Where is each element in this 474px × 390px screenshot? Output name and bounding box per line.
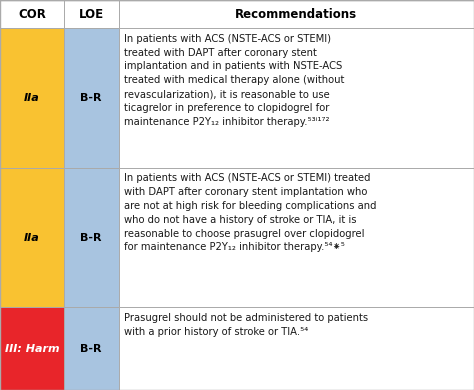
Text: Prasugrel should not be administered to patients: Prasugrel should not be administered to … bbox=[124, 313, 368, 323]
Text: LOE: LOE bbox=[79, 7, 104, 21]
Text: are not at high risk for bleeding complications and: are not at high risk for bleeding compli… bbox=[124, 201, 377, 211]
Text: COR: COR bbox=[18, 7, 46, 21]
Text: ticagrelor in preference to clopidogrel for: ticagrelor in preference to clopidogrel … bbox=[124, 103, 329, 113]
Text: In patients with ACS (NSTE-ACS or STEMI) treated: In patients with ACS (NSTE-ACS or STEMI)… bbox=[124, 174, 371, 184]
Text: B-R: B-R bbox=[81, 232, 102, 243]
Text: implantation and in patients with NSTE-ACS: implantation and in patients with NSTE-A… bbox=[124, 62, 342, 71]
Text: reasonable to choose prasugrel over clopidogrel: reasonable to choose prasugrel over clop… bbox=[124, 229, 365, 239]
Bar bbox=[0, 0, 474, 28]
Bar bbox=[0, 168, 64, 307]
Text: IIa: IIa bbox=[24, 93, 40, 103]
Bar bbox=[64, 28, 118, 168]
Text: III: Harm: III: Harm bbox=[5, 344, 59, 354]
Text: B-R: B-R bbox=[81, 93, 102, 103]
Bar bbox=[64, 307, 118, 390]
Bar bbox=[118, 307, 474, 390]
Text: treated with medical therapy alone (without: treated with medical therapy alone (with… bbox=[124, 75, 345, 85]
Text: In patients with ACS (NSTE-ACS or STEMI): In patients with ACS (NSTE-ACS or STEMI) bbox=[124, 34, 331, 44]
Bar bbox=[118, 0, 474, 28]
Text: with DAPT after coronary stent implantation who: with DAPT after coronary stent implantat… bbox=[124, 187, 367, 197]
Bar bbox=[64, 0, 118, 28]
Text: maintenance P2Y₁₂ inhibitor therapy.⁵³ⁱ¹⁷²: maintenance P2Y₁₂ inhibitor therapy.⁵³ⁱ¹… bbox=[124, 117, 330, 127]
Bar bbox=[118, 168, 474, 307]
Bar bbox=[0, 307, 64, 390]
Text: with a prior history of stroke or TIA.⁵⁴: with a prior history of stroke or TIA.⁵⁴ bbox=[124, 327, 309, 337]
Text: treated with DAPT after coronary stent: treated with DAPT after coronary stent bbox=[124, 48, 317, 58]
Text: IIa: IIa bbox=[24, 232, 40, 243]
Bar bbox=[64, 168, 118, 307]
Text: who do not have a history of stroke or TIA, it is: who do not have a history of stroke or T… bbox=[124, 215, 357, 225]
Bar bbox=[118, 28, 474, 168]
Text: revascularization), it is reasonable to use: revascularization), it is reasonable to … bbox=[124, 89, 330, 99]
Text: Recommendations: Recommendations bbox=[235, 7, 357, 21]
Text: B-R: B-R bbox=[81, 344, 102, 354]
Bar bbox=[0, 28, 64, 168]
Bar bbox=[0, 0, 64, 28]
Text: for maintenance P2Y₁₂ inhibitor therapy.⁵⁴⁕⁵: for maintenance P2Y₁₂ inhibitor therapy.… bbox=[124, 243, 345, 252]
